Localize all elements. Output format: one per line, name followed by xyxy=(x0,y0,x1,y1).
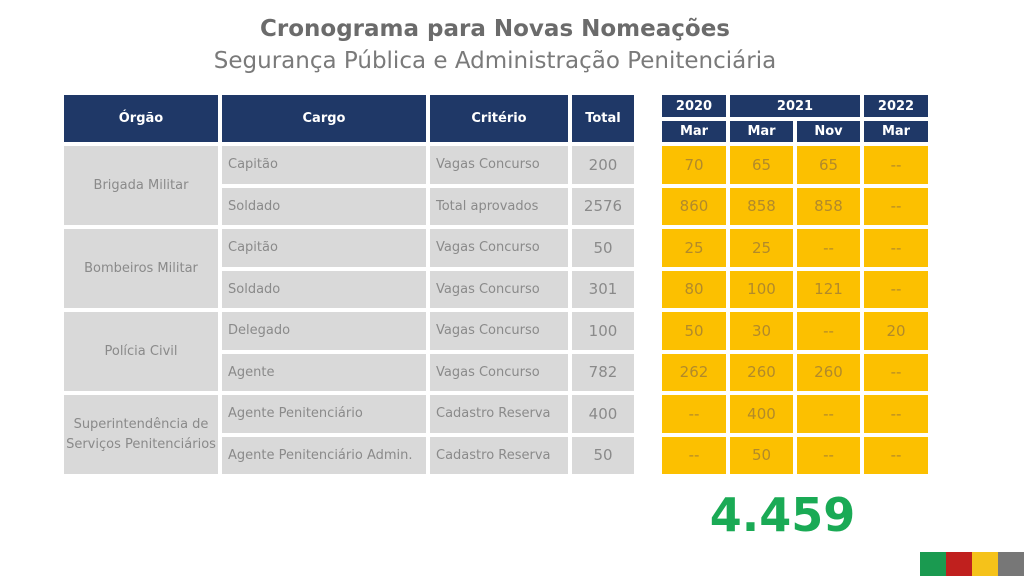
schedule-cell: 858 xyxy=(730,187,793,225)
criterio-cell: Cadastro Reserva xyxy=(430,395,568,433)
schedule-cell: 20 xyxy=(864,312,928,350)
positions-table: Órgão Cargo Critério Total Brigada Militar Ca… xyxy=(64,95,634,474)
brand-color-block xyxy=(972,552,998,576)
column-header: Cargo xyxy=(222,95,426,142)
month-header: Mar xyxy=(662,121,726,142)
schedule-cell: -- xyxy=(797,436,860,474)
brand-color-block xyxy=(920,552,946,576)
schedule-cell: 50 xyxy=(730,436,793,474)
year-header: 2022 xyxy=(864,95,928,117)
schedule-cell: 30 xyxy=(730,312,793,350)
cargo-cell: Capitão xyxy=(222,229,426,267)
schedule-table: 2020 2021 2022 Mar Mar Nov Mar 70 65 65 -- 860 858 85… xyxy=(662,95,928,474)
schedule-cell: 65 xyxy=(730,146,793,184)
schedule-cell: 400 xyxy=(730,395,793,433)
cargo-cell: Soldado xyxy=(222,270,426,308)
schedule-cell: 65 xyxy=(797,146,860,184)
year-header: 2020 xyxy=(662,95,726,117)
schedule-cell: -- xyxy=(864,187,928,225)
orgao-cell: Brigada Militar xyxy=(64,146,218,225)
page-title: Cronograma para Novas Nomeações xyxy=(260,16,730,42)
schedule-cell: 262 xyxy=(662,353,726,391)
schedule-cell: -- xyxy=(864,270,928,308)
cargo-cell: Agente Penitenciário xyxy=(222,395,426,433)
criterio-cell: Vagas Concurso xyxy=(430,229,568,267)
column-header: Total xyxy=(572,95,634,142)
total-cell: 50 xyxy=(572,436,634,474)
grand-total: 4.459 xyxy=(709,488,856,542)
cargo-cell: Agente xyxy=(222,353,426,391)
total-cell: 782 xyxy=(572,353,634,391)
schedule-cell: 858 xyxy=(797,187,860,225)
criterio-cell: Vagas Concurso xyxy=(430,353,568,391)
schedule-cell: -- xyxy=(662,436,726,474)
orgao-cell: Polícia Civil xyxy=(64,312,218,391)
schedule-cell: -- xyxy=(864,436,928,474)
schedule-cell: -- xyxy=(662,395,726,433)
schedule-cell: 25 xyxy=(730,229,793,267)
schedule-cell: 860 xyxy=(662,187,726,225)
column-header: Órgão xyxy=(64,95,218,142)
schedule-cell: 80 xyxy=(662,270,726,308)
month-header: Nov xyxy=(797,121,860,142)
orgao-cell: Superintendência de Serviços Penitenciár… xyxy=(64,395,218,474)
year-header: 2021 xyxy=(730,95,860,117)
cargo-cell: Agente Penitenciário Admin. xyxy=(222,436,426,474)
total-cell: 50 xyxy=(572,229,634,267)
column-header: Critério xyxy=(430,95,568,142)
cargo-cell: Capitão xyxy=(222,146,426,184)
brand-color-block xyxy=(998,552,1024,576)
schedule-cell: 100 xyxy=(730,270,793,308)
cargo-cell: Soldado xyxy=(222,187,426,225)
month-header: Mar xyxy=(730,121,793,142)
criterio-cell: Vagas Concurso xyxy=(430,270,568,308)
total-cell: 2576 xyxy=(572,187,634,225)
schedule-cell: 260 xyxy=(730,353,793,391)
total-cell: 301 xyxy=(572,270,634,308)
brand-color-block xyxy=(946,552,972,576)
schedule-cell: 25 xyxy=(662,229,726,267)
schedule-cell: -- xyxy=(864,146,928,184)
criterio-cell: Vagas Concurso xyxy=(430,312,568,350)
criterio-cell: Vagas Concurso xyxy=(430,146,568,184)
cargo-cell: Delegado xyxy=(222,312,426,350)
schedule-cell: 260 xyxy=(797,353,860,391)
schedule-cell: 121 xyxy=(797,270,860,308)
schedule-cell: -- xyxy=(864,395,928,433)
schedule-cell: -- xyxy=(797,229,860,267)
total-cell: 400 xyxy=(572,395,634,433)
total-cell: 100 xyxy=(572,312,634,350)
page-subtitle: Segurança Pública e Administração Penite… xyxy=(213,48,777,74)
schedule-cell: -- xyxy=(864,229,928,267)
orgao-cell: Bombeiros Militar xyxy=(64,229,218,308)
schedule-cell: 70 xyxy=(662,146,726,184)
schedule-cell: -- xyxy=(797,312,860,350)
schedule-cell: -- xyxy=(864,353,928,391)
month-header: Mar xyxy=(864,121,928,142)
schedule-cell: -- xyxy=(797,395,860,433)
criterio-cell: Cadastro Reserva xyxy=(430,436,568,474)
criterio-cell: Total aprovados xyxy=(430,187,568,225)
total-cell: 200 xyxy=(572,146,634,184)
schedule-cell: 50 xyxy=(662,312,726,350)
